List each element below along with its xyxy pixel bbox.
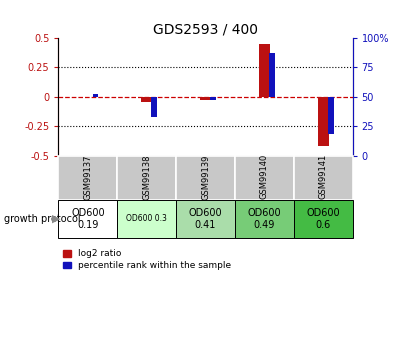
- Text: GSM99140: GSM99140: [260, 154, 269, 199]
- Bar: [93, 95, 98, 97]
- Text: OD600
0.19: OD600 0.19: [71, 208, 105, 230]
- Bar: [176, 156, 235, 200]
- Bar: [259, 44, 270, 97]
- Bar: [176, 200, 235, 238]
- Title: GDS2593 / 400: GDS2593 / 400: [153, 23, 258, 37]
- Bar: [152, 97, 157, 117]
- Bar: [294, 156, 353, 200]
- Text: OD600
0.41: OD600 0.41: [189, 208, 222, 230]
- Text: GSM99138: GSM99138: [142, 154, 151, 200]
- Text: GSM99141: GSM99141: [319, 154, 328, 199]
- Text: GSM99139: GSM99139: [201, 154, 210, 199]
- Text: GSM99137: GSM99137: [83, 154, 92, 200]
- Bar: [58, 156, 117, 200]
- Text: ▶: ▶: [52, 214, 60, 224]
- Bar: [210, 97, 216, 100]
- Text: OD600 0.3: OD600 0.3: [126, 215, 167, 224]
- Bar: [294, 200, 353, 238]
- Bar: [141, 97, 152, 101]
- Legend: log2 ratio, percentile rank within the sample: log2 ratio, percentile rank within the s…: [63, 249, 231, 270]
- Bar: [58, 200, 117, 238]
- Text: growth protocol: growth protocol: [4, 214, 81, 224]
- Bar: [235, 156, 294, 200]
- Bar: [200, 97, 211, 100]
- Text: OD600
0.49: OD600 0.49: [247, 208, 281, 230]
- Bar: [328, 97, 334, 135]
- Bar: [117, 200, 176, 238]
- Bar: [318, 97, 328, 146]
- Bar: [117, 156, 176, 200]
- Bar: [235, 200, 294, 238]
- Bar: [269, 53, 275, 97]
- Text: OD600
0.6: OD600 0.6: [306, 208, 340, 230]
